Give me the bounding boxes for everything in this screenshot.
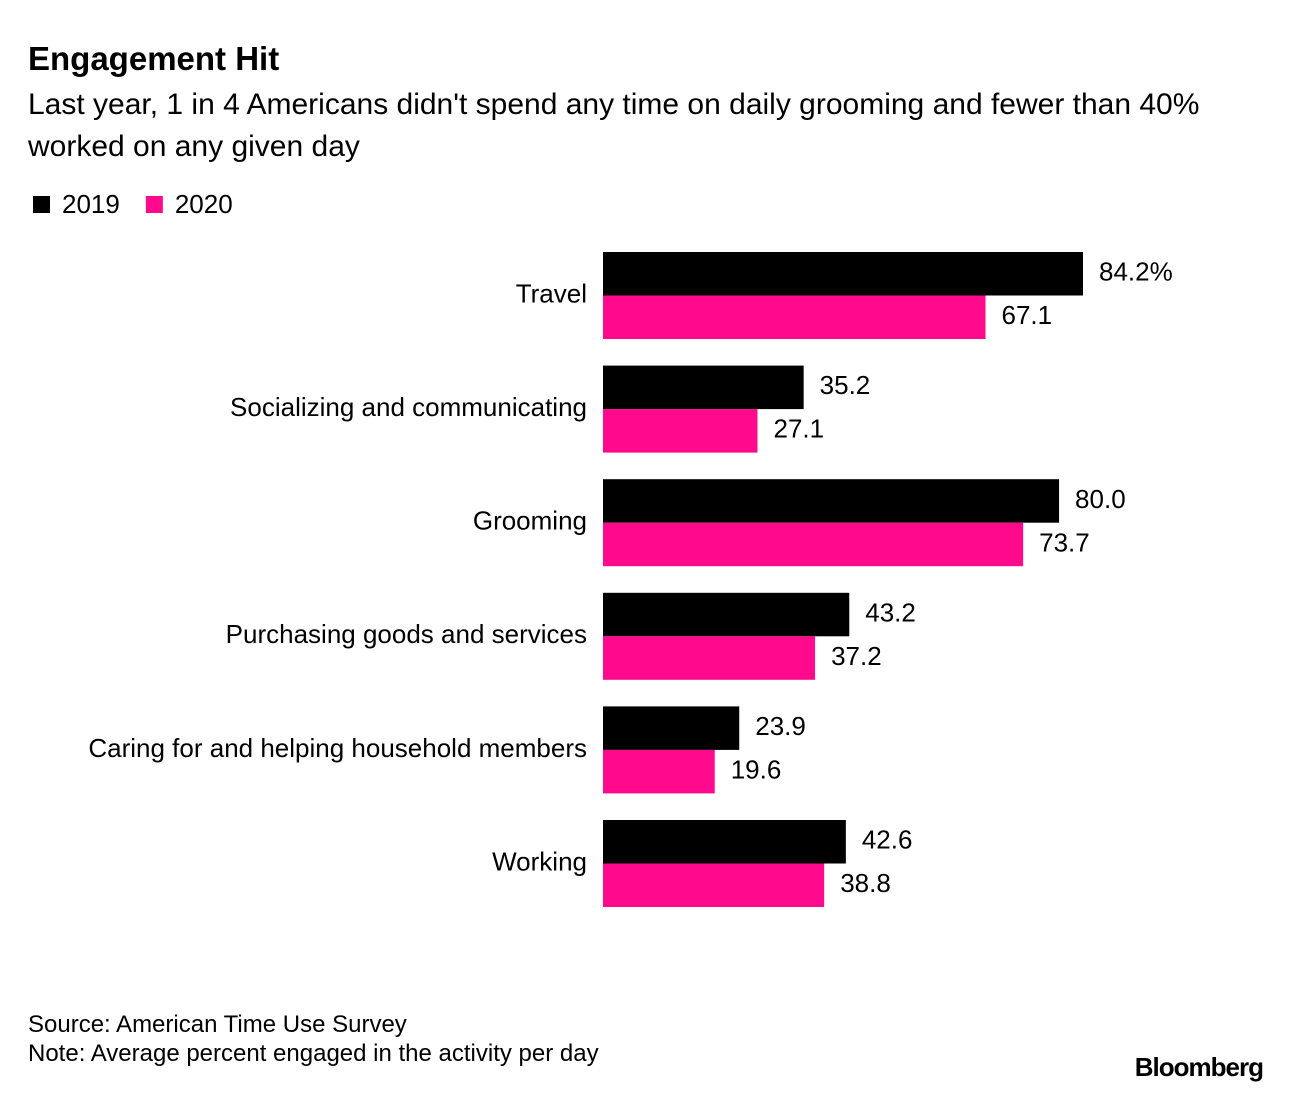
chart-title: Engagement Hit [28, 40, 280, 77]
value-label: 42.6 [862, 825, 913, 855]
category-label: Caring for and helping household members [88, 733, 587, 763]
source: Source: American Time Use Survey [28, 1011, 407, 1038]
value-label: 38.8 [840, 868, 891, 898]
legend-swatch [145, 196, 163, 213]
value-label: 73.7 [1039, 527, 1090, 557]
chart: 2019 2020 Travel 84.2% 67.1 Socializing and c… [33, 189, 1173, 907]
note: Note: Average percent engaged in the act… [28, 1040, 599, 1067]
value-label: 43.2 [865, 597, 916, 627]
category-label: Purchasing goods and services [226, 619, 587, 649]
value-label: 37.2 [831, 641, 882, 671]
value-label: 35.2 [820, 370, 871, 400]
bar [603, 706, 740, 750]
value-label: 19.6 [731, 755, 782, 785]
bar [603, 409, 758, 453]
value-label: 27.1 [773, 414, 824, 444]
category-label: Socializing and communicating [230, 392, 587, 422]
bar [603, 863, 825, 907]
chart-subtitle: Last year, 1 in 4 Americans didn't spend… [28, 88, 1200, 163]
bar [603, 295, 986, 339]
bar [603, 365, 804, 410]
bar [603, 749, 715, 794]
category-label: Grooming [473, 506, 587, 536]
legend-label: 2020 [175, 189, 233, 219]
bar [603, 592, 850, 637]
legend-swatch [33, 196, 50, 213]
bar [603, 479, 1060, 523]
legend-label: 2019 [62, 189, 120, 219]
value-label: 67.1 [1002, 300, 1053, 330]
brand-logo: Bloomberg [1134, 1052, 1264, 1082]
value-label: 84.2% [1099, 257, 1173, 287]
bar [603, 820, 846, 864]
value-label: 23.9 [755, 711, 806, 741]
bar [603, 252, 1083, 296]
bar [603, 636, 816, 680]
bar [603, 522, 1024, 567]
category-label: Working [492, 846, 587, 876]
value-label: 80.0 [1075, 484, 1126, 514]
category-label: Travel [516, 278, 587, 308]
